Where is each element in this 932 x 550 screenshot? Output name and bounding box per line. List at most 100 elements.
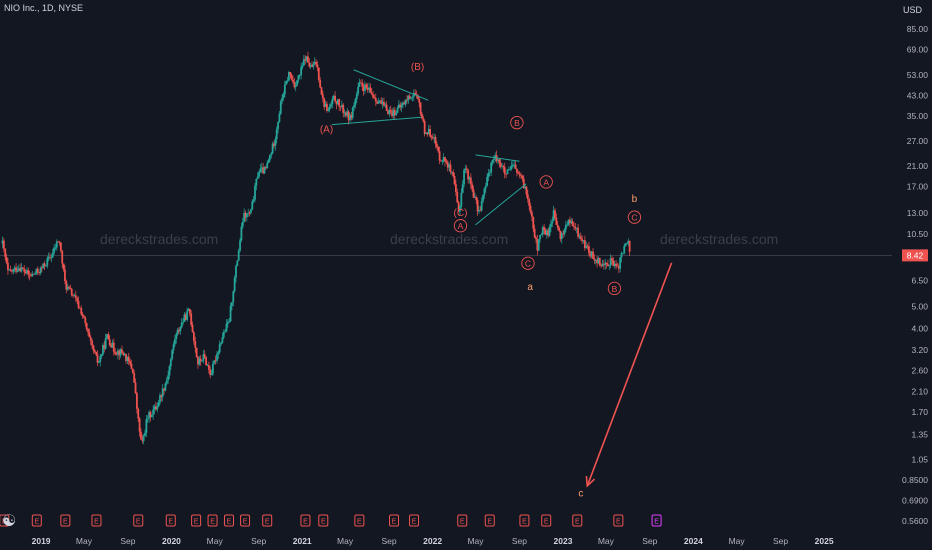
wave-label: (C) xyxy=(454,208,468,219)
candle-body xyxy=(50,257,53,259)
trendline xyxy=(353,69,429,101)
candle-body xyxy=(264,167,267,169)
candle-body xyxy=(72,295,74,297)
candle-body xyxy=(110,345,112,348)
candle-body xyxy=(427,128,430,135)
candle-body xyxy=(149,411,152,418)
candle-body xyxy=(416,95,419,100)
earnings-event-icon xyxy=(541,514,552,527)
candle-body xyxy=(115,353,118,355)
earnings-event-icon xyxy=(191,514,202,527)
candle-body xyxy=(59,242,62,251)
candle-body xyxy=(476,200,479,212)
candle-body xyxy=(507,169,510,170)
candle-body xyxy=(127,356,130,362)
x-tick-label: 2020 xyxy=(162,536,181,546)
candle-body xyxy=(222,332,225,338)
y-tick-label: 69.00 xyxy=(907,44,929,54)
candle-body xyxy=(434,137,437,144)
candle-body xyxy=(460,192,463,207)
candle-body xyxy=(95,351,98,355)
candle-body xyxy=(510,165,513,169)
candle-body xyxy=(526,194,529,200)
candle-body xyxy=(395,112,398,116)
candle-body xyxy=(533,228,536,238)
candle-body xyxy=(488,172,491,174)
candle-body xyxy=(567,219,570,225)
candle-body xyxy=(85,323,88,330)
candle-body xyxy=(335,101,338,105)
candle-body xyxy=(218,344,221,353)
candle-body xyxy=(592,251,594,259)
candle-body xyxy=(491,159,494,163)
candle-body xyxy=(397,104,400,108)
wave-label: B xyxy=(514,118,520,128)
candle-body xyxy=(270,153,273,155)
candle-body xyxy=(165,380,168,384)
wave-label: A xyxy=(543,177,549,187)
candle-body xyxy=(487,173,490,177)
candle-body xyxy=(539,235,541,240)
candle-body xyxy=(547,230,550,236)
candle-body xyxy=(133,372,136,383)
earnings-event-label: E xyxy=(265,519,270,526)
candle-body xyxy=(290,75,293,80)
candle-body xyxy=(555,217,558,225)
candle-body xyxy=(129,361,132,364)
earnings-event-icon xyxy=(31,514,42,527)
candle-body xyxy=(536,239,539,251)
candle-body xyxy=(35,268,38,274)
earnings-event-label: E xyxy=(487,519,492,526)
watermark-text: dereckstrades.com xyxy=(390,231,508,247)
candle-body xyxy=(180,322,183,328)
candle-body xyxy=(58,241,61,243)
candle-body xyxy=(319,79,322,88)
x-tick-label: Sep xyxy=(381,536,396,546)
last-price-badge xyxy=(902,249,928,262)
candle-body xyxy=(221,337,224,343)
candle-body xyxy=(513,164,516,166)
candle-body xyxy=(503,167,506,174)
candle-body xyxy=(243,212,246,222)
candle-body xyxy=(414,93,417,95)
candle-body xyxy=(31,273,34,276)
candle-body xyxy=(578,236,581,237)
candle-body xyxy=(138,418,141,432)
candle-body xyxy=(256,176,259,179)
candle-body xyxy=(583,240,586,249)
candle-body xyxy=(188,308,191,314)
candle-body xyxy=(612,260,615,267)
earnings-event-icon xyxy=(484,514,495,527)
candle-body xyxy=(562,233,565,235)
candle-body xyxy=(421,113,423,119)
candle-body xyxy=(551,220,554,224)
candle-body xyxy=(176,329,179,334)
candle-body xyxy=(374,98,377,102)
candle-body xyxy=(131,368,134,373)
candle-body xyxy=(453,176,456,185)
candle-body xyxy=(255,178,258,186)
candle-body xyxy=(254,185,256,200)
candle-body xyxy=(626,243,628,245)
candle-body xyxy=(233,277,236,292)
candle-body xyxy=(83,315,85,318)
candle-body xyxy=(328,106,331,110)
wave-label-circle xyxy=(510,115,524,130)
candle-body xyxy=(517,172,520,174)
candle-body xyxy=(429,128,432,137)
earnings-event-icon xyxy=(389,514,400,527)
candle-body xyxy=(42,263,45,269)
candle-body xyxy=(292,79,294,83)
trendline xyxy=(331,116,422,126)
x-tick-label: 2025 xyxy=(815,536,834,546)
candle-body xyxy=(122,352,125,355)
y-tick-label: 3.20 xyxy=(911,345,928,355)
candle-body xyxy=(435,143,438,147)
candle-body xyxy=(87,329,89,333)
candle-body xyxy=(55,241,58,248)
candle-body xyxy=(231,302,233,307)
candle-body xyxy=(99,356,102,362)
candle-body xyxy=(1,240,4,244)
earnings-event-icon xyxy=(165,514,176,527)
